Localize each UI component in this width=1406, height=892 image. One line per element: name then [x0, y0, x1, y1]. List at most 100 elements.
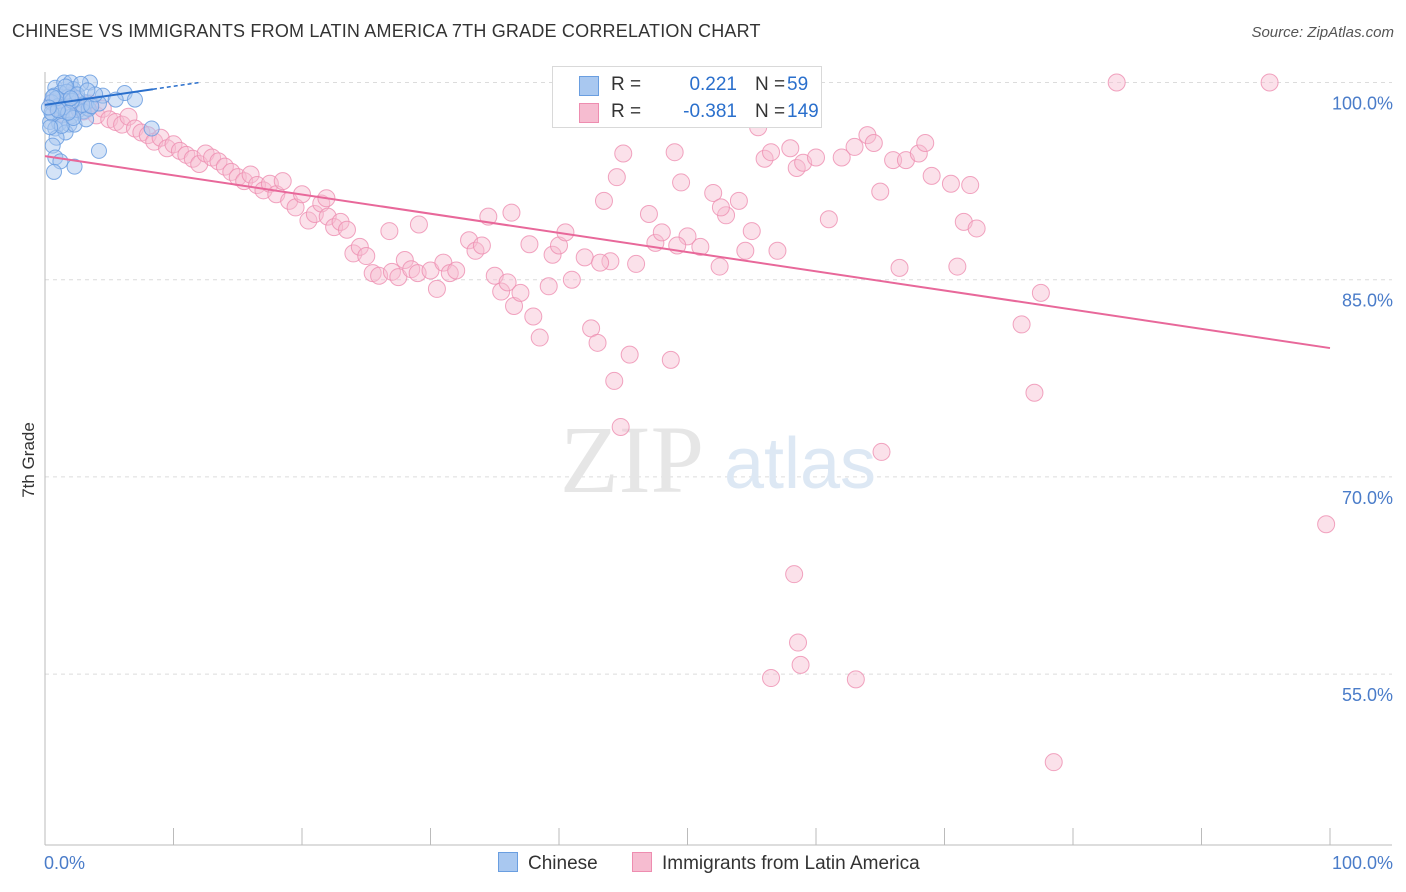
latam-point: [164, 135, 183, 154]
latam-point: [492, 282, 511, 301]
latam-point: [241, 165, 260, 184]
chinese-point: [66, 158, 83, 175]
grid-lines: [45, 82, 1392, 675]
latam-point: [539, 277, 558, 296]
latam-point: [1317, 515, 1336, 534]
legend-item-chinese: Chinese: [498, 852, 598, 875]
latam-point: [1025, 383, 1044, 402]
chinese-point: [90, 142, 107, 159]
latam-point: [286, 198, 305, 217]
latam-point: [845, 137, 864, 156]
latam-point: [588, 333, 607, 352]
latam-point: [530, 328, 549, 347]
chinese-point: [45, 163, 62, 180]
latam-point: [395, 250, 414, 269]
latam-point: [299, 211, 318, 230]
latam-point: [498, 273, 517, 292]
latam-trend-line: [44, 155, 1331, 350]
latam-point: [502, 203, 521, 222]
latam-point: [337, 220, 356, 239]
chinese-trend-extension: [152, 81, 200, 90]
latam-point: [1107, 73, 1126, 92]
latam-point: [543, 245, 562, 264]
latam-point: [524, 307, 543, 326]
latam-point: [511, 283, 530, 302]
latam-point: [678, 227, 697, 246]
latam-point: [846, 670, 865, 689]
latam-point: [119, 107, 138, 126]
latam-point: [789, 633, 808, 652]
latam-point: [350, 237, 369, 256]
latam-point: [380, 222, 399, 241]
chinese-legend-swatch: [498, 852, 518, 872]
latam-point: [691, 237, 710, 256]
latam-point: [312, 194, 331, 213]
latam-point: [762, 669, 781, 688]
chinese-point: [79, 82, 96, 99]
latam-point: [614, 144, 633, 163]
chinese-trend-line: [44, 88, 154, 106]
y-tick-label: 85.0%: [1342, 291, 1393, 311]
latam-n-value: 149: [787, 101, 819, 122]
axis-labels: 55.0% 70.0% 85.0% 100.0% 0.0% 100.0% 7th Grade: [19, 94, 1393, 873]
latam-point: [1260, 73, 1279, 92]
latam-point: [948, 257, 967, 276]
latam-legend-label: Immigrants from Latin America: [662, 853, 920, 874]
source-label: Source: ZipAtlas.com: [1251, 24, 1394, 41]
chinese-point: [126, 91, 143, 108]
latam-point: [472, 236, 491, 255]
trend-lines: [44, 81, 1331, 350]
r-label: R =: [611, 101, 642, 122]
chinese-point: [143, 120, 160, 137]
latam-point: [562, 270, 581, 289]
latam-point: [605, 371, 624, 390]
latam-point: [639, 204, 658, 223]
latam-point: [909, 144, 928, 163]
axes: [44, 72, 1392, 846]
latam-point: [1012, 315, 1031, 334]
latam-point: [807, 148, 825, 167]
latam-point: [791, 655, 810, 674]
chinese-points: [40, 74, 160, 180]
latam-point: [1031, 283, 1050, 302]
latam-point: [768, 241, 787, 260]
y-tick-label: 70.0%: [1342, 488, 1393, 508]
latam-point: [922, 166, 941, 185]
latam-point: [665, 143, 684, 162]
latam-point: [520, 235, 539, 254]
latam-point: [652, 223, 671, 242]
latam-legend-swatch: [632, 852, 652, 872]
watermark-atlas: atlas: [724, 424, 876, 504]
latam-point: [967, 219, 986, 238]
latam-point: [872, 442, 891, 461]
latam-point: [672, 173, 691, 192]
latam-point: [575, 248, 594, 267]
latam-point: [711, 198, 730, 217]
latam-point: [409, 215, 428, 234]
latam-point: [704, 183, 723, 202]
x-tick-label: 0.0%: [44, 853, 85, 873]
latam-swatch: [579, 103, 599, 123]
y-tick-label: 100.0%: [1332, 94, 1393, 114]
latam-point: [550, 236, 568, 255]
latam-point: [762, 143, 781, 162]
latam-point: [434, 253, 453, 272]
latam-point: [607, 168, 626, 187]
latam-point: [781, 139, 800, 158]
n-label: N =: [755, 74, 786, 95]
chinese-point: [40, 99, 57, 116]
latam-point: [884, 151, 903, 170]
chinese-n-value: 59: [787, 74, 809, 95]
latam-r-value: -0.381: [683, 101, 737, 122]
latam-point: [961, 176, 980, 195]
latam-point: [273, 172, 292, 191]
latam-point: [785, 565, 804, 584]
latam-point: [421, 261, 440, 280]
latam-point: [864, 133, 883, 152]
latam-point: [871, 182, 890, 201]
latam-point: [620, 345, 639, 364]
y-tick-label: 55.0%: [1342, 685, 1393, 705]
watermark: ZIP atlas: [560, 406, 876, 513]
chart-title: CHINESE VS IMMIGRANTS FROM LATIN AMERICA…: [12, 21, 761, 41]
